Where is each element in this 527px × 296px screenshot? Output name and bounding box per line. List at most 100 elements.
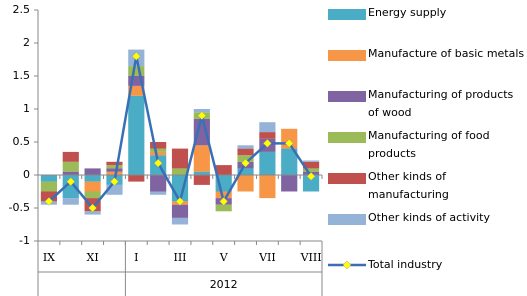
bar-segment	[281, 148, 298, 175]
bar-segment	[84, 181, 101, 192]
bar-segment	[84, 191, 101, 199]
bar-segment	[193, 171, 210, 175]
line-marker	[306, 171, 316, 181]
bar-segment	[40, 181, 58, 192]
bar-segment	[128, 76, 145, 86]
legend-swatch	[328, 9, 366, 20]
y-tick-label: -1	[19, 234, 30, 247]
bar-segment	[62, 171, 79, 175]
line-marker	[131, 51, 141, 61]
legend-item: Other kinds of activity	[326, 209, 526, 249]
bar-segment	[193, 145, 210, 172]
bar-segment	[302, 175, 320, 192]
legend-swatch	[328, 132, 366, 143]
x-tick-label: IX	[43, 251, 55, 264]
legend-label: Other kinds of manufacturing	[368, 170, 449, 201]
legend-label: Manufacturing of food products	[368, 129, 490, 160]
y-tick-label: 1	[23, 102, 30, 115]
line-marker	[175, 197, 185, 206]
x-tick-label: VII	[258, 251, 276, 264]
line-marker	[197, 111, 207, 120]
bar-segment	[237, 148, 254, 156]
y-tick-label: 2	[23, 36, 30, 49]
legend-marker	[342, 260, 352, 270]
bar-segment	[150, 151, 167, 156]
bar-segment	[150, 191, 167, 195]
bar-segment	[84, 175, 101, 182]
bar-segment	[259, 175, 276, 199]
legend-label: Manufacturing of products of wood	[368, 88, 514, 119]
x-tick-label: XI	[87, 251, 99, 264]
line-marker	[66, 177, 76, 186]
bar-segment	[128, 175, 145, 182]
line-marker	[153, 158, 163, 168]
bar-segment	[106, 168, 123, 172]
bar-segment	[84, 211, 101, 215]
bar-segment	[215, 165, 232, 175]
x-tick-label: V	[219, 251, 229, 264]
bar-segment	[150, 175, 167, 192]
bar-segment	[171, 148, 189, 169]
legend-line-swatch	[328, 260, 366, 270]
legend-label: Other kinds of activity	[368, 211, 490, 224]
bar-segment	[106, 171, 123, 175]
x-tick-label: III	[173, 251, 186, 264]
bar-segment	[302, 160, 320, 162]
bar-segment	[40, 175, 58, 182]
bar-segment	[302, 161, 320, 169]
legend-swatch	[328, 50, 366, 61]
bar-segment	[84, 168, 101, 175]
bar-segment	[40, 191, 58, 202]
legend-item: Manufacturing of food products	[326, 127, 526, 167]
legend-item: Manufacture of basic metals	[326, 45, 526, 85]
bar-segment	[281, 175, 298, 192]
line-marker	[44, 197, 54, 206]
legend-item: Energy supply	[326, 4, 526, 44]
bar-segment	[171, 217, 189, 225]
bar-segment	[237, 168, 254, 175]
bar-segment	[106, 165, 123, 169]
legend-label: Manufacture of basic metals	[368, 47, 525, 60]
bar-segment	[171, 204, 189, 218]
bar-segment	[62, 198, 79, 205]
y-tick-label: 0	[23, 168, 30, 181]
bar-segment	[128, 66, 145, 76]
bar-segment	[259, 122, 276, 133]
y-tick-label: -0.5	[9, 201, 30, 214]
x-tick-label: I	[134, 251, 138, 264]
line-marker	[219, 197, 229, 206]
bar-segment	[259, 132, 276, 139]
line-marker	[110, 177, 119, 186]
legend-swatch	[328, 214, 366, 225]
bar-segment	[106, 161, 123, 166]
legend-swatch	[328, 91, 366, 102]
bar-segment	[193, 118, 210, 146]
y-tick-label: 2.5	[13, 3, 31, 16]
bar-segment	[62, 151, 79, 162]
bar-segment	[237, 175, 254, 192]
y-tick-label: 0.5	[13, 135, 31, 148]
bar-segment	[150, 142, 167, 149]
bar-segment	[128, 95, 145, 175]
x-tick-label: VIII	[300, 251, 322, 264]
line-marker	[284, 138, 294, 148]
bar-segment	[171, 168, 189, 175]
legend-swatch	[328, 173, 366, 184]
bar-segment	[215, 204, 232, 212]
group-label: 2012	[210, 278, 238, 291]
line-marker	[263, 138, 272, 148]
bar-segment	[62, 175, 79, 199]
legend-item: Total industry	[326, 256, 526, 296]
bar-segment	[237, 145, 254, 149]
bar-segment	[62, 161, 79, 172]
y-tick-label: 1.5	[13, 69, 31, 82]
bar-segment	[215, 191, 232, 199]
legend-label: Total industry	[368, 258, 443, 271]
legend-item: Manufacturing of products of wood	[326, 86, 526, 126]
bar-segment	[237, 155, 254, 162]
legend-item: Other kinds of manufacturing	[326, 168, 526, 208]
bar-segment	[150, 148, 167, 152]
bar-segment	[193, 175, 210, 185]
